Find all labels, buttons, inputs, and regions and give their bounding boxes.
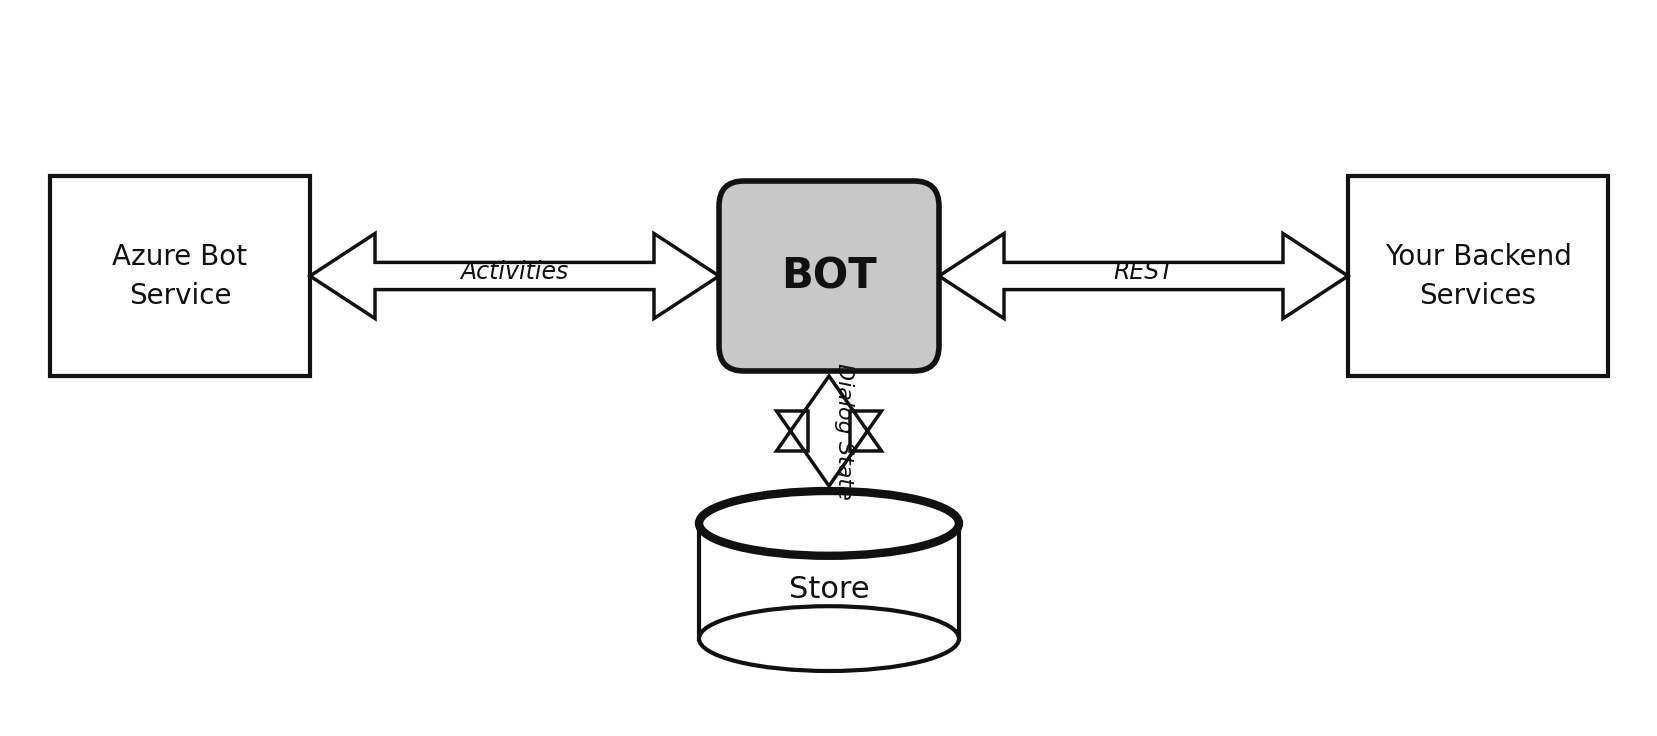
Ellipse shape [699,491,958,556]
FancyBboxPatch shape [1347,176,1607,376]
Text: Azure Bot
Service: Azure Bot Service [113,242,247,310]
Text: Store: Store [789,576,868,604]
Polygon shape [310,233,719,319]
FancyBboxPatch shape [719,181,938,371]
Text: Activities: Activities [461,260,568,284]
Ellipse shape [699,606,958,671]
Bar [699,523,958,639]
Text: Your Backend
Services: Your Backend Services [1384,242,1571,310]
Text: REST: REST [1112,260,1173,284]
Polygon shape [775,376,882,486]
Polygon shape [938,233,1347,319]
FancyBboxPatch shape [50,176,310,376]
Text: Dialog State: Dialog State [833,363,853,500]
Text: BOT: BOT [780,255,877,297]
